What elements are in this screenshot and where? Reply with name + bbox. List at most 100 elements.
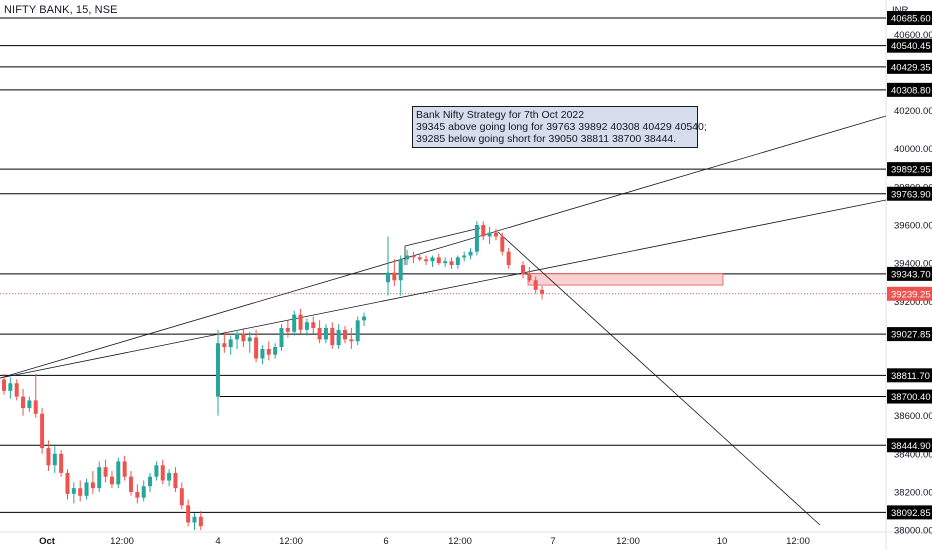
candle[interactable] <box>336 324 341 349</box>
candle-body <box>173 472 178 489</box>
strategy-note[interactable]: Bank Nifty Strategy for 7th Oct 2022 393… <box>412 106 707 148</box>
candle[interactable] <box>500 232 505 256</box>
candle-body <box>154 465 159 477</box>
candle[interactable] <box>398 255 403 296</box>
trend-line[interactable] <box>0 115 887 379</box>
candle[interactable] <box>474 221 479 256</box>
candle[interactable] <box>8 377 13 399</box>
candle[interactable] <box>109 470 114 489</box>
candle[interactable] <box>192 512 197 531</box>
candle[interactable] <box>266 341 271 361</box>
candle[interactable] <box>129 470 133 496</box>
candle[interactable] <box>167 469 172 487</box>
candle[interactable] <box>254 329 259 363</box>
y-tick-label: 38400.00 <box>894 449 932 460</box>
candle[interactable] <box>481 221 486 241</box>
candle[interactable] <box>493 228 498 241</box>
candle[interactable] <box>14 379 19 401</box>
candle[interactable] <box>292 310 297 336</box>
candle-body <box>430 257 435 262</box>
candle[interactable] <box>506 247 511 269</box>
candle[interactable] <box>216 329 220 416</box>
candle-body <box>141 486 146 498</box>
candle[interactable] <box>33 373 38 418</box>
candle[interactable] <box>154 461 159 481</box>
candle[interactable] <box>71 482 76 504</box>
candle-body <box>40 413 45 449</box>
candle[interactable] <box>173 467 178 492</box>
candle[interactable] <box>141 480 146 502</box>
candle[interactable] <box>135 484 140 504</box>
candle[interactable] <box>40 408 45 454</box>
trend-line[interactable] <box>497 231 821 526</box>
level-tag-text: 38811.70 <box>891 371 930 382</box>
candle[interactable] <box>90 470 95 494</box>
candle[interactable] <box>392 259 397 287</box>
level-tag-text: 38444.90 <box>891 441 931 452</box>
candle[interactable] <box>298 308 303 334</box>
candle[interactable] <box>78 480 83 502</box>
candle[interactable] <box>241 327 246 348</box>
candle[interactable] <box>97 461 102 492</box>
candle[interactable] <box>148 472 153 492</box>
candle[interactable] <box>304 318 309 336</box>
trend-line[interactable] <box>404 227 481 247</box>
candle[interactable] <box>46 440 51 471</box>
candle[interactable] <box>487 226 492 245</box>
candle[interactable] <box>247 331 252 353</box>
candle[interactable] <box>235 329 240 349</box>
candle[interactable] <box>2 373 6 395</box>
candle[interactable] <box>462 251 467 262</box>
candle[interactable] <box>52 446 57 473</box>
candle[interactable] <box>59 450 64 477</box>
candle[interactable] <box>311 316 316 334</box>
trend-line[interactable] <box>0 199 887 379</box>
candle[interactable] <box>65 469 70 500</box>
candle[interactable] <box>386 236 390 296</box>
candle[interactable] <box>330 322 335 349</box>
candle[interactable] <box>436 253 441 266</box>
candle[interactable] <box>527 266 532 283</box>
candle-body <box>285 327 290 332</box>
candle[interactable] <box>411 251 416 264</box>
candle[interactable] <box>27 396 32 412</box>
candle[interactable] <box>103 459 108 483</box>
candle[interactable] <box>468 247 473 260</box>
candle[interactable] <box>260 345 265 365</box>
short-zone[interactable] <box>527 273 724 286</box>
candle[interactable] <box>362 312 367 327</box>
candle[interactable] <box>343 326 347 344</box>
candle[interactable] <box>21 388 26 416</box>
candle[interactable] <box>84 478 89 500</box>
candle[interactable] <box>355 316 360 346</box>
candle[interactable] <box>449 257 454 269</box>
candle[interactable] <box>273 343 278 359</box>
candle[interactable] <box>317 320 322 344</box>
candle[interactable] <box>424 255 429 266</box>
candle[interactable] <box>122 455 127 481</box>
plot-area[interactable] <box>0 0 886 532</box>
candle[interactable] <box>521 261 525 279</box>
candle[interactable] <box>186 499 191 527</box>
candle[interactable] <box>349 327 354 349</box>
candle[interactable] <box>443 257 448 267</box>
candle-body <box>228 339 233 348</box>
candle[interactable] <box>279 324 284 351</box>
candle[interactable] <box>222 331 227 353</box>
candle[interactable] <box>540 286 545 300</box>
candle[interactable] <box>160 459 165 485</box>
candle[interactable] <box>405 249 410 266</box>
candle[interactable] <box>116 457 121 489</box>
candle[interactable] <box>228 335 233 355</box>
candle[interactable] <box>198 511 203 531</box>
candle[interactable] <box>285 320 290 338</box>
candle[interactable] <box>417 253 422 262</box>
candle[interactable] <box>430 255 435 267</box>
candle[interactable] <box>179 482 184 510</box>
candle[interactable] <box>455 255 460 269</box>
candle-body <box>487 232 492 237</box>
candle[interactable] <box>533 276 538 294</box>
candle[interactable] <box>323 324 328 344</box>
